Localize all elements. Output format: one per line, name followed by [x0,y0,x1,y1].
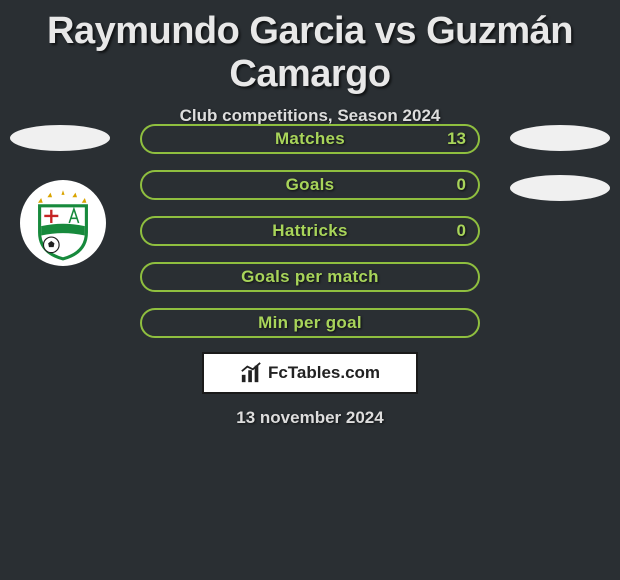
player-right-avatar-placeholder-2 [510,175,610,201]
stat-label: Goals [286,175,335,195]
stat-label: Matches [275,129,345,149]
stat-row: Goals per match [140,262,480,292]
player-right-avatar-placeholder-1 [510,125,610,151]
subtitle: Club competitions, Season 2024 [0,106,620,126]
club-badge-left [20,180,106,266]
stat-label: Min per goal [258,313,362,333]
footer-brand-text: FcTables.com [268,363,380,383]
stat-value-right: 0 [457,175,466,195]
stat-value-right: 0 [457,221,466,241]
stat-row: Matches 13 [140,124,480,154]
stat-label: Goals per match [241,267,379,287]
page-title: Raymundo Garcia vs Guzmán Camargo [0,0,620,100]
stat-row: Min per goal [140,308,480,338]
footer-brand-box: FcTables.com [202,352,418,394]
club-crest-icon [24,184,102,262]
stat-row: Goals 0 [140,170,480,200]
stat-label: Hattricks [272,221,347,241]
stat-row: Hattricks 0 [140,216,480,246]
stat-value-right: 13 [447,129,466,149]
date-text: 13 november 2024 [0,408,620,428]
player-left-avatar-placeholder [10,125,110,151]
bar-chart-icon [240,362,262,384]
stats-table: Matches 13 Goals 0 Hattricks 0 Goals per match… [140,124,480,354]
